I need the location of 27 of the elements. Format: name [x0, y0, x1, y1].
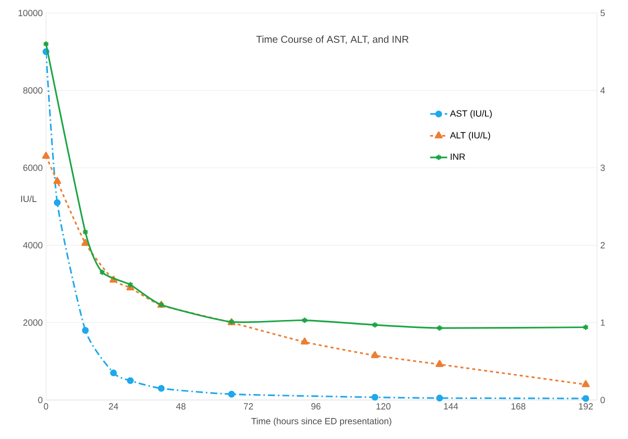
x-tick-label: 168 — [512, 403, 526, 410]
x-axis-title: Time (hours since ED presentation) — [251, 418, 392, 426]
y-axis-title: IU/L — [21, 195, 37, 202]
y2-tick-label: 1 — [600, 320, 605, 326]
x-tick-label: 24 — [108, 403, 118, 410]
x-tick-label: 0 — [44, 403, 48, 410]
legend-label: AST (IU/L) — [450, 110, 492, 118]
legend-label: INR — [450, 154, 466, 160]
y-tick-label: 6000 — [23, 164, 42, 171]
y-tick-label: 4000 — [23, 242, 42, 248]
y2-tick-label: 0 — [600, 396, 605, 404]
x-tick-label: 72 — [244, 403, 253, 410]
x-tick-label: 96 — [311, 403, 320, 410]
y-tick-label: 0 — [38, 396, 42, 404]
x-tick-label: 120 — [376, 403, 390, 410]
x-tick-label: 192 — [578, 403, 593, 410]
y2-tick-label: 5 — [600, 10, 605, 16]
y2-tick-label: 4 — [600, 87, 605, 94]
x-tick-label: 48 — [176, 403, 186, 410]
x-tick-label: 144 — [444, 403, 458, 410]
legend-label: ALT (IU/L) — [450, 132, 490, 140]
text: Time Course of AST, ALT, and INR — [256, 36, 408, 44]
y-tick-label: 2000 — [23, 319, 42, 326]
y2-tick-label: 2 — [600, 242, 605, 248]
y-tick-label: 8000 — [23, 87, 42, 94]
y-tick-label: 10000 — [18, 10, 42, 16]
y2-tick-label: 3 — [600, 164, 605, 171]
